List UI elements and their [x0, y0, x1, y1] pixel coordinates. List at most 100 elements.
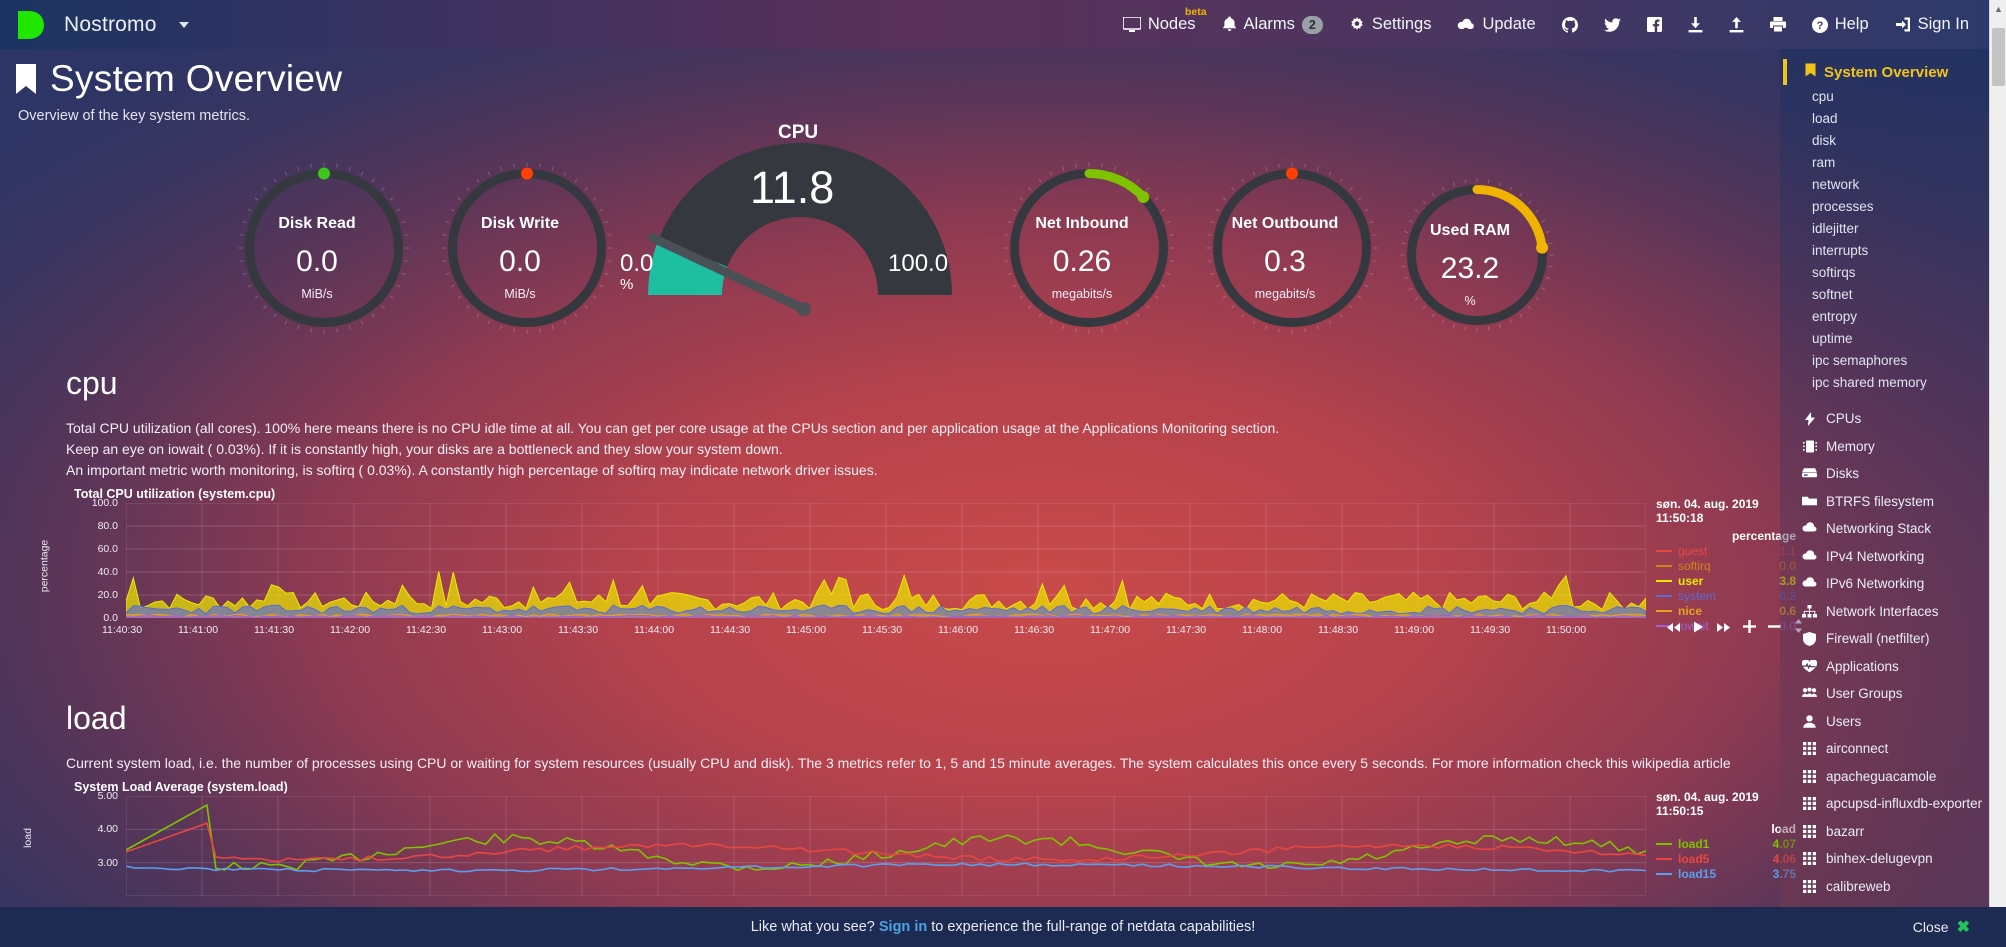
x-tick-label: 11:42:30 [406, 624, 447, 636]
sidebar-item-networking-stack[interactable]: Networking Stack [1780, 515, 2006, 543]
chart-load[interactable]: System Load Average (system.load) load 5… [22, 780, 1796, 902]
sidebar-item-apacheguacamole[interactable]: apacheguacamole [1780, 763, 2006, 791]
x-tick-label: 11:50:00 [1546, 624, 1587, 636]
legend-row[interactable]: load153.75 [1656, 866, 1796, 881]
legend-date: søn. 04. aug. 2019 [1656, 497, 1759, 511]
banner-text-after: to experience the full-range of netdata … [931, 919, 1256, 935]
y-tick-label: 4.00 [97, 823, 118, 836]
sidebar-item-users[interactable]: Users [1780, 708, 2006, 736]
banner-signin-link[interactable]: Sign in [878, 919, 928, 935]
banner-close-label: Close [1912, 919, 1949, 935]
nav-item-settings[interactable]: Settings [1336, 0, 1445, 49]
legend-row[interactable]: system6.2 [1656, 588, 1796, 603]
scroll-up-arrow-icon[interactable]: ▲ [1994, 3, 2003, 14]
legend-row[interactable]: guest1.1 [1656, 543, 1796, 558]
sidebar-item-memory[interactable]: Memory [1780, 433, 2006, 461]
github-icon [1561, 16, 1578, 33]
sidebar-subitem-disk[interactable]: disk [1812, 132, 1837, 148]
sidebar-item-binhex-delugevpn[interactable]: binhex-delugevpn [1780, 845, 2006, 873]
sidebar-item-calibreweb[interactable]: calibreweb [1780, 873, 2006, 901]
gauge-disk-write[interactable]: Disk Write 0.0 MiB/s [441, 162, 613, 334]
sidebar-subitem-ram[interactable]: ram [1812, 154, 1836, 170]
window-scrollbar[interactable]: ▲ ▼ [1989, 0, 2006, 947]
nav-item-twitter[interactable] [1591, 0, 1634, 49]
gauge-disk-read[interactable]: Disk Read 0.0 MiB/s [238, 162, 410, 334]
chart-cpu-plot[interactable] [125, 502, 1647, 619]
nav-item-print[interactable] [1757, 0, 1799, 49]
chart-cpu[interactable]: Total CPU utilization (system.cpu) perce… [38, 487, 1802, 644]
sidebar-item-disks[interactable]: Disks [1780, 460, 2006, 488]
sidebar-subitem-interrupts[interactable]: interrupts [1812, 242, 1869, 258]
gauge-cpu[interactable]: CPU 11.8 0.0% 100.0 [0, 122, 1780, 350]
y-tick-label: 60.0 [97, 543, 118, 555]
nav-item-update[interactable]: Update [1444, 0, 1548, 49]
section-title-cpu: cpu [66, 365, 118, 401]
banner-close-button[interactable]: Close ✖ [1913, 917, 1970, 937]
sidebar-subitem-idlejitter[interactable]: idlejitter [1812, 220, 1859, 236]
sidebar-item-cpus[interactable]: CPUs [1780, 405, 2006, 433]
legend-row[interactable]: load54.06 [1656, 851, 1796, 866]
rewind-icon[interactable] [1666, 620, 1681, 636]
th-icon [1802, 796, 1817, 811]
legend-row[interactable]: softirq0.0 [1656, 558, 1796, 573]
x-tick-label: 11:49:30 [1470, 624, 1511, 636]
sidebar-item-ipv4-networking[interactable]: IPv4 Networking [1780, 543, 2006, 571]
sidebar-item-btrfs-filesystem[interactable]: BTRFS filesystem [1780, 488, 2006, 516]
nav-item-facebook[interactable] [1634, 0, 1675, 49]
nav-item-github[interactable] [1549, 0, 1591, 49]
zoom-out-icon[interactable] [1768, 620, 1781, 636]
gauge-unit: megabits/s [1051, 287, 1113, 301]
sidebar-item-applications[interactable]: Applications [1780, 653, 2006, 681]
sidebar-subitem-cpu[interactable]: cpu [1812, 88, 1834, 104]
chart-load-svg [125, 795, 1647, 897]
gauge-net-inbound[interactable]: Net Inbound 0.26 megabits/s [1003, 162, 1175, 334]
sidebar-subitem-processes[interactable]: processes [1812, 198, 1874, 214]
chart-load-ylabel: load [21, 828, 34, 849]
gauge-net-outbound[interactable]: Net Outbound 0.3 megabits/s [1206, 162, 1378, 334]
sidebar-subitem-entropy[interactable]: entropy [1812, 308, 1858, 324]
sidebar-header-system-overview[interactable]: System Overview [1783, 59, 2006, 85]
legend-row[interactable]: nice0.6 [1656, 603, 1796, 618]
sidebar-item-ipv6-networking[interactable]: IPv6 Networking [1780, 570, 2006, 598]
x-tick-label: 11:49:00 [1394, 624, 1435, 636]
play-icon[interactable] [1693, 620, 1704, 636]
legend-series-name: system [1678, 588, 1717, 603]
sidebar-item-bazarr[interactable]: bazarr [1780, 818, 2006, 846]
nav-item-import[interactable] [1675, 0, 1716, 49]
sidebar-subitem-uptime[interactable]: uptime [1812, 330, 1853, 346]
nav-item-nodes[interactable]: Nodes beta [1110, 0, 1209, 49]
section-load: load Current system load, i.e. the numbe… [0, 700, 1796, 902]
forward-icon[interactable] [1716, 620, 1731, 636]
sidebar-item-apcupsd-influxdb-exporter[interactable]: apcupsd-influxdb-exporter [1780, 790, 2006, 818]
nav-item-label: Sign In [1917, 15, 1969, 33]
sidebar-subitem-network[interactable]: network [1812, 176, 1860, 192]
sidebar-item-label: Network Interfaces [1826, 603, 1939, 619]
sidebar-item-network-interfaces[interactable]: Network Interfaces [1780, 598, 2006, 626]
right-sidebar[interactable]: System Overview cpu load disk ram network proc… [1780, 49, 2006, 947]
window-scrollbar-thumb[interactable] [1992, 28, 2005, 86]
gauge-cpu-dial-icon [648, 143, 952, 316]
nav-item-help[interactable]: ? Help [1799, 0, 1882, 49]
chevron-down-icon[interactable] [178, 21, 189, 28]
zoom-in-icon[interactable] [1743, 619, 1756, 636]
sidebar-item-user-groups[interactable]: User Groups [1780, 680, 2006, 708]
sidebar-subitem-softnet[interactable]: softnet [1812, 286, 1853, 302]
legend-row[interactable]: user3.8 [1656, 573, 1796, 588]
nav-item-export[interactable] [1716, 0, 1757, 49]
sidebar-subitem-softirqs[interactable]: softirqs [1812, 264, 1856, 280]
legend-row[interactable]: load14.07 [1656, 836, 1796, 851]
sidebar-subitem-load[interactable]: load [1812, 110, 1838, 126]
chart-load-plot[interactable] [125, 795, 1647, 897]
gauge-used-ram[interactable]: Used RAM 23.2% [1400, 178, 1554, 332]
sidebar-item-label: Disks [1826, 466, 1859, 482]
gauge-value: 0.26 [1052, 245, 1112, 278]
sidebar-item-firewall-netfilter-[interactable]: Firewall (netfilter) [1780, 625, 2006, 653]
sidebar-item-airconnect[interactable]: airconnect [1780, 735, 2006, 763]
nav-item-alarms[interactable]: Alarms 2 [1209, 0, 1336, 49]
nav-item-sign-in[interactable]: Sign In [1882, 0, 1982, 49]
sidebar-subitem-ipc-shared-memory[interactable]: ipc shared memory [1812, 374, 1927, 390]
gauge-dial-icon [1003, 162, 1175, 334]
sidebar-subitem-ipc-semaphores[interactable]: ipc semaphores [1812, 352, 1908, 368]
close-icon[interactable]: ✖ [1956, 919, 1970, 936]
brand-area[interactable]: Nostromo [0, 8, 189, 42]
